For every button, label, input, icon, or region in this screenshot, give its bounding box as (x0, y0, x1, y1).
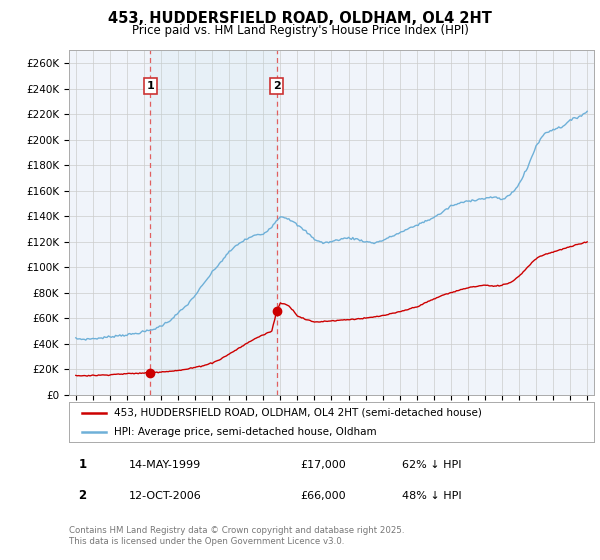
Text: 14-MAY-1999: 14-MAY-1999 (129, 460, 201, 470)
Text: 2: 2 (273, 81, 281, 91)
Text: 62% ↓ HPI: 62% ↓ HPI (402, 460, 461, 470)
Text: £66,000: £66,000 (300, 491, 346, 501)
Text: 1: 1 (146, 81, 154, 91)
Text: Contains HM Land Registry data © Crown copyright and database right 2025.
This d: Contains HM Land Registry data © Crown c… (69, 526, 404, 546)
Text: £17,000: £17,000 (300, 460, 346, 470)
Text: HPI: Average price, semi-detached house, Oldham: HPI: Average price, semi-detached house,… (113, 427, 376, 436)
Text: 2: 2 (79, 489, 86, 502)
Text: 48% ↓ HPI: 48% ↓ HPI (402, 491, 461, 501)
Text: 1: 1 (79, 458, 86, 472)
Text: 453, HUDDERSFIELD ROAD, OLDHAM, OL4 2HT: 453, HUDDERSFIELD ROAD, OLDHAM, OL4 2HT (108, 11, 492, 26)
Text: 12-OCT-2006: 12-OCT-2006 (129, 491, 202, 501)
Text: 453, HUDDERSFIELD ROAD, OLDHAM, OL4 2HT (semi-detached house): 453, HUDDERSFIELD ROAD, OLDHAM, OL4 2HT … (113, 408, 482, 418)
Bar (151, 50, 277, 395)
Text: Price paid vs. HM Land Registry's House Price Index (HPI): Price paid vs. HM Land Registry's House … (131, 24, 469, 36)
